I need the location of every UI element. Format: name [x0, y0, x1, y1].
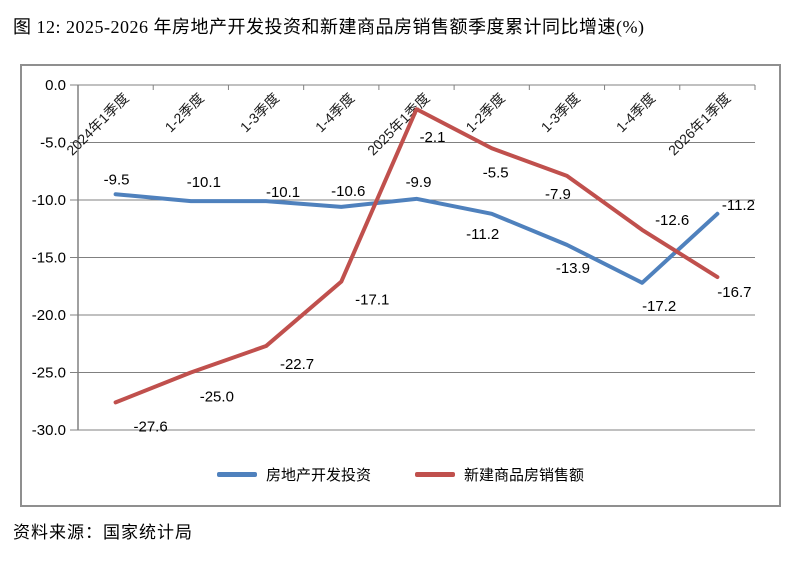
data-label: -7.9: [545, 186, 571, 203]
data-label: -22.7: [280, 356, 314, 373]
x-axis-category-label: 1-4季度: [312, 90, 357, 135]
legend-item-0: 房地产开发投资: [216, 464, 371, 485]
series-line-1: [113, 107, 720, 405]
x-axis-category-label: 1-2季度: [462, 90, 507, 135]
y-axis-tick-label: -20.0: [32, 307, 66, 324]
legend-item-1: 新建商品房销售额: [415, 464, 584, 485]
data-label: -5.5: [483, 164, 509, 181]
data-label: -12.6: [655, 212, 689, 229]
data-label: -25.0: [200, 389, 234, 406]
y-axis-tick-label: -30.0: [32, 422, 66, 439]
data-label: -17.1: [355, 292, 389, 309]
data-label: -2.1: [420, 129, 446, 146]
data-label: -10.1: [266, 184, 300, 201]
x-axis-category-label: 1-3季度: [538, 90, 583, 135]
data-label: -13.9: [556, 260, 590, 277]
legend-line-swatch: [216, 472, 257, 477]
data-label: -11.2: [466, 226, 499, 243]
y-axis-tick-label: -25.0: [32, 365, 66, 382]
x-axis-category-label: 2026年1季度: [665, 90, 734, 159]
x-axis-category-label: 1-2季度: [162, 90, 207, 135]
legend-label: 新建商品房销售额: [464, 467, 585, 484]
y-axis-tick-label: -15.0: [32, 250, 66, 267]
x-axis-category-label: 1-3季度: [237, 90, 282, 135]
data-label: -10.6: [331, 183, 365, 200]
data-label: -11.2: [722, 197, 755, 214]
data-label: -9.9: [406, 174, 432, 191]
data-label: -27.6: [134, 418, 168, 435]
data-label: -9.5: [104, 171, 130, 188]
source-note: 资料来源：国家统计局: [13, 523, 193, 542]
chart-title: 图 12: 2025-2026 年房地产开发投资和新建商品房销售额季度累计同比增…: [13, 17, 645, 37]
data-label: -17.2: [642, 298, 676, 315]
chart-legend: 房地产开发投资 新建商品房销售额: [22, 464, 779, 485]
legend-label: 房地产开发投资: [265, 467, 371, 484]
y-axis-tick-label: 0.0: [45, 77, 66, 94]
data-label: -16.7: [717, 284, 751, 301]
chart-frame: 0.0 -5.0 -10.0 -15.0 -20.0 -25.0 -30.0 2024年1季度…: [20, 64, 781, 507]
data-label: -10.1: [187, 174, 221, 191]
x-axis-category-label: 2024年1季度: [63, 90, 132, 159]
line-chart-plot: 0.0 -5.0 -10.0 -15.0 -20.0 -25.0 -30.0 2024年1季度…: [32, 77, 756, 439]
x-axis-category-label: 1-4季度: [613, 90, 658, 135]
series-line-0: [113, 192, 720, 285]
legend-line-swatch: [415, 472, 455, 477]
y-axis-tick-label: -5.0: [40, 135, 66, 152]
y-axis-tick-label: -10.0: [32, 192, 66, 209]
